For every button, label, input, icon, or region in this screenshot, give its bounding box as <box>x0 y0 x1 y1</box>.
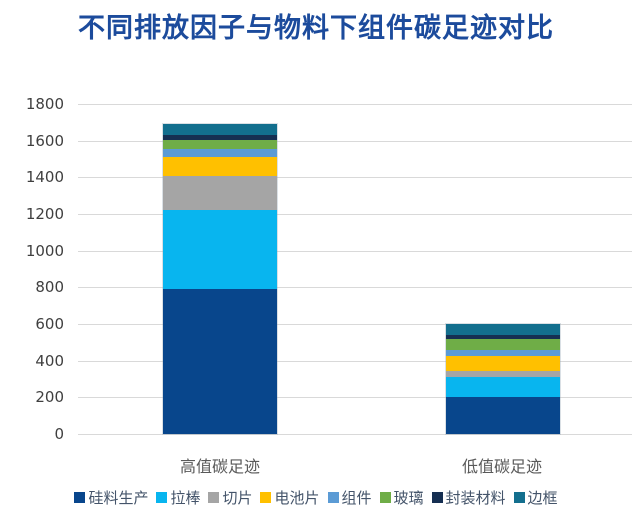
bar-segment-封装材料 <box>446 335 560 340</box>
gridline-0 <box>78 434 632 435</box>
bar-segment-玻璃 <box>163 139 277 149</box>
legend-label: 拉棒 <box>170 489 201 507</box>
legend-swatch-icon <box>74 492 86 503</box>
bar-segment-组件 <box>446 349 560 356</box>
gridline-1200 <box>78 214 632 215</box>
y-tick-label-1600: 1600 <box>25 131 64 150</box>
bar-segment-封装材料 <box>163 134 277 140</box>
bar-segment-组件 <box>163 148 277 158</box>
y-tick-label-800: 800 <box>35 278 64 297</box>
bar-segment-硅料生产 <box>163 289 277 434</box>
y-tick-label-0: 0 <box>54 425 64 443</box>
stacked-bar-high <box>162 123 278 435</box>
legend-label: 电池片 <box>274 489 320 507</box>
legend-item-边框: 边框 <box>513 487 558 508</box>
y-tick-label-400: 400 <box>35 351 64 370</box>
gridline-1000 <box>78 250 632 252</box>
legend-label: 切片 <box>222 489 253 507</box>
y-tick-label-1400: 1400 <box>25 168 64 187</box>
bar-segment-电池片 <box>446 355 560 372</box>
y-tick-label-200: 200 <box>35 388 64 407</box>
legend-label: 硅料生产 <box>88 489 149 507</box>
bar-segment-玻璃 <box>446 339 560 350</box>
legend-label: 封装材料 <box>445 489 506 507</box>
legend-item-玻璃: 玻璃 <box>379 487 424 508</box>
legend-swatch-icon <box>208 492 220 503</box>
legend-item-切片: 切片 <box>208 487 252 508</box>
bar-segment-边框 <box>446 324 560 336</box>
legend-swatch-icon <box>156 492 168 503</box>
legend-swatch-icon <box>513 492 525 503</box>
y-tick-label-600: 600 <box>35 315 64 333</box>
y-tick-label-1000: 1000 <box>25 241 64 260</box>
bar-segment-拉棒 <box>446 376 560 398</box>
bar-segment-硅料生产 <box>446 397 560 434</box>
gridline-1400 <box>78 177 632 179</box>
legend-item-拉棒: 拉棒 <box>156 487 200 508</box>
legend-swatch-icon <box>431 492 443 503</box>
bar-segment-电池片 <box>163 157 277 177</box>
y-tick-label-1200: 1200 <box>25 205 64 223</box>
legend-item-硅料生产: 硅料生产 <box>74 487 148 508</box>
bar-segment-切片 <box>446 371 560 377</box>
bar-segment-边框 <box>163 124 277 135</box>
gridline-800 <box>78 287 632 289</box>
x-category-label-high: 高值碳足迹 <box>179 457 261 476</box>
bar-segment-切片 <box>163 176 277 211</box>
legend-label: 边框 <box>527 489 558 507</box>
legend-item-组件: 组件 <box>327 487 372 508</box>
gridline-600 <box>78 324 632 325</box>
y-axis: 0 200 400 600 800 1000 1200 1400 1600 1800 <box>0 95 64 443</box>
y-tick-label-1800: 1800 <box>25 95 64 113</box>
stacked-bar-low <box>445 323 561 435</box>
legend-label: 组件 <box>341 489 372 507</box>
gridline-1800 <box>78 104 632 105</box>
legend-swatch-icon <box>260 492 272 503</box>
plot-area <box>78 104 632 435</box>
gridline-1600 <box>78 140 632 142</box>
bar-segment-拉棒 <box>163 210 277 290</box>
gridline-400 <box>78 360 632 362</box>
legend-swatch-icon <box>327 492 339 503</box>
legend-label: 玻璃 <box>393 489 424 507</box>
legend-item-电池片: 电池片 <box>260 487 320 508</box>
legend: 硅料生产 拉棒 切片 电池片 组件 玻璃 封装材料 边框 <box>0 487 632 508</box>
chart-title: 不同排放因子与物料下组件碳足迹对比 <box>78 13 554 44</box>
x-category-label-low: 低值碳足迹 <box>461 457 543 476</box>
legend-item-封装材料: 封装材料 <box>431 487 506 508</box>
legend-swatch-icon <box>379 492 391 503</box>
gridline-200 <box>78 397 632 399</box>
